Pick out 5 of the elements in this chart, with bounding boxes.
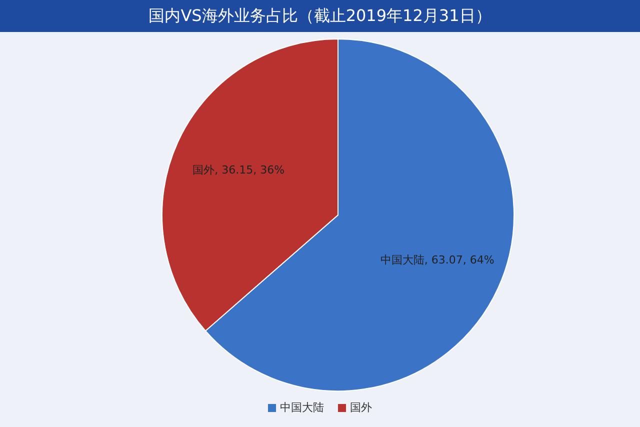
chart-title: 国内VS海外业务占比（截止2019年12月31日） [0,0,640,32]
data-label: 中国大陆, 63.07, 64% [380,254,494,267]
legend-label: 国外 [349,400,372,415]
data-label: 国外, 36.15, 36% [192,163,285,176]
legend-label: 中国大陆 [279,400,324,415]
